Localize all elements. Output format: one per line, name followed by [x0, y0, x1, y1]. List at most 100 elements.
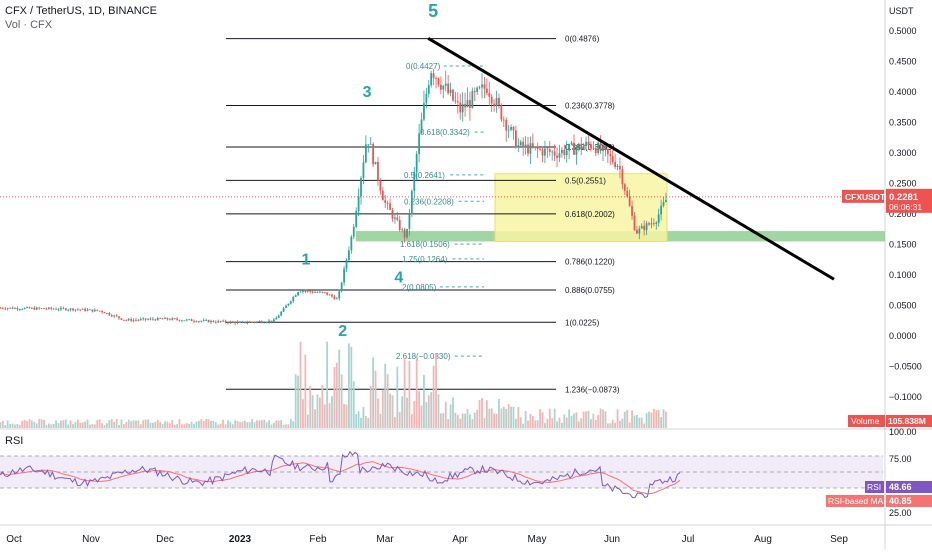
candle-body [599, 142, 602, 151]
rsima-badge-label: RSI-based MA [828, 496, 884, 506]
candle-body [655, 222, 658, 225]
volume-bar [420, 405, 423, 428]
rsi-pane-title[interactable]: RSI [5, 435, 24, 447]
candle-body [502, 119, 505, 121]
volume-bar [427, 395, 430, 428]
volume-bar [623, 411, 626, 428]
volume-bar [381, 389, 384, 428]
volume-bar [483, 418, 486, 428]
volume-bar [364, 415, 367, 428]
candle-body [212, 320, 215, 322]
candle-body [195, 321, 198, 323]
rsi-badge [865, 481, 884, 493]
candle-body [89, 309, 91, 311]
symbol-title[interactable]: CFX / TetherUS, 1D, BINANCE [5, 5, 158, 17]
volume-bar [171, 419, 174, 428]
volume-bar [466, 409, 469, 428]
volume-bar [505, 408, 508, 428]
candle-body [154, 319, 157, 321]
volume-bar [164, 421, 166, 428]
volume-bar [616, 409, 619, 428]
candle-body [287, 303, 290, 306]
volume-bar [563, 414, 566, 428]
volume-bar [229, 422, 232, 428]
candle-body [447, 83, 450, 94]
candle-body [524, 144, 527, 148]
volume-bar [16, 424, 19, 428]
candle-body [360, 178, 362, 197]
candle-body [631, 206, 633, 216]
fib-label: 0.786(0.1220) [565, 258, 615, 267]
volume-bar [1, 421, 4, 428]
candle-body [369, 143, 372, 145]
volume-bar [369, 385, 372, 428]
candle-body [67, 309, 70, 311]
fib-label: 0.618(0.2002) [565, 210, 615, 219]
volume-bar [9, 423, 12, 428]
volume-bar [6, 420, 9, 428]
candle-body [394, 217, 396, 219]
candle-body [239, 321, 241, 323]
volume-bar [410, 414, 413, 428]
volume-bar [531, 415, 534, 428]
volume-bar [527, 420, 529, 428]
candle-body [11, 307, 14, 309]
candle-body [183, 320, 186, 322]
volume-bar [299, 341, 302, 428]
candle-body [98, 310, 101, 312]
candle-body [606, 149, 609, 155]
candle-body [64, 308, 67, 311]
volume-bar [515, 418, 517, 428]
price-tick: 0.0500 [889, 301, 917, 311]
candle-body [57, 309, 60, 311]
candle-body [485, 88, 488, 94]
candle-body [623, 184, 626, 191]
volume-bar [640, 417, 643, 428]
candle-body [45, 308, 48, 310]
candle-body [210, 320, 212, 323]
volume-bar [573, 413, 575, 428]
volume-bar [333, 367, 336, 428]
fib-label-secondary: 1.618(0.1506) [400, 240, 450, 249]
volume-bar [377, 398, 379, 428]
candle-body [614, 162, 617, 168]
candle-body [156, 317, 159, 321]
candle-body [96, 309, 99, 311]
rsi-tick: 75.00 [889, 454, 912, 464]
volume-bar [135, 420, 137, 428]
volume-bar [248, 422, 251, 428]
candle-body [490, 96, 493, 104]
volume-bar [43, 419, 45, 428]
volume-bar [645, 413, 648, 428]
candle-body [355, 211, 358, 227]
rsi-tick: 100.00 [889, 427, 917, 437]
volume-bar [314, 409, 316, 428]
volume-bar [469, 414, 471, 428]
candle-body [176, 318, 179, 320]
volume-bar [84, 421, 87, 428]
time-tick: Jun [604, 534, 620, 545]
candle-body [76, 309, 79, 311]
volume-bar [74, 421, 77, 428]
volume-bar [459, 418, 462, 428]
volume-bar [270, 424, 273, 428]
volume-bar [568, 409, 571, 428]
volume-bar [577, 421, 580, 428]
volume-bar [510, 406, 512, 428]
candle-body [72, 308, 74, 311]
volume-bar [340, 374, 343, 428]
volume-bar [425, 402, 428, 428]
candle-body [553, 151, 556, 156]
volume-legend[interactable]: Vol · CFX [5, 19, 53, 31]
volume-bar [292, 421, 295, 428]
symbol-badge [842, 189, 884, 203]
wave-label-2: 2 [338, 323, 347, 340]
candle-body [427, 85, 430, 94]
volume-bar [553, 408, 556, 428]
price-tick: 0.2000 [889, 209, 917, 219]
volume-bar [432, 365, 435, 428]
fib-label-secondary: 2(0.0805) [402, 283, 437, 292]
volume-bar [246, 422, 249, 428]
